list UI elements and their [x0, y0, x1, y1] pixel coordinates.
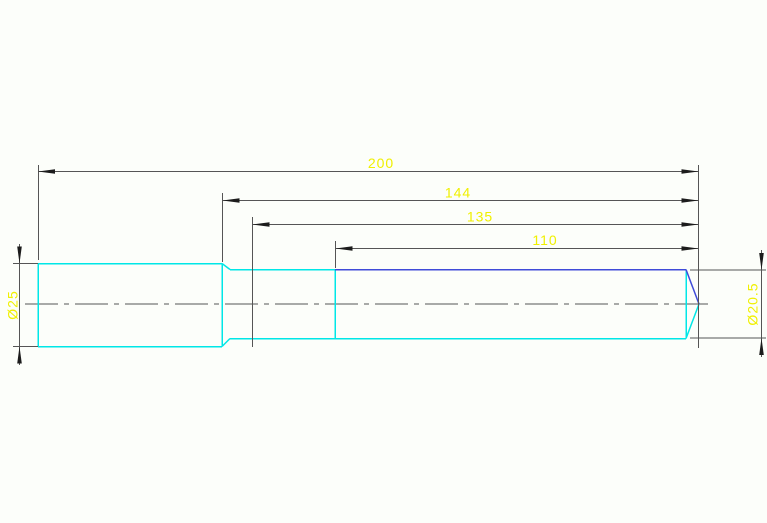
arrow-dia25-bottom [17, 346, 22, 364]
dim-label-144: 144 [445, 185, 471, 201]
arrow-144-right [681, 198, 699, 203]
dim-label-dia25: Ø25 [5, 290, 21, 319]
dim-label-110: 110 [532, 232, 557, 248]
cone-top-line [685, 269, 700, 305]
dim-label-135: 135 [467, 209, 493, 225]
dimension-labels: 200 144 135 110 Ø25 Ø20.5 [5, 155, 761, 326]
highlighted-edges [335, 268, 700, 305]
dimension-arrows [17, 169, 764, 364]
cone-bottom-line [685, 303, 700, 339]
arrow-200-right [681, 169, 699, 174]
arrow-dia25-top [17, 246, 22, 264]
dim-label-dia205: Ø20.5 [745, 282, 761, 325]
arrow-dia205-top [759, 253, 764, 270]
arrow-135-left [252, 222, 270, 227]
taper-top-line [221, 262, 231, 271]
extension-lines [13, 165, 766, 348]
arrow-144-left [222, 198, 240, 203]
dimension-lines [19, 171, 762, 365]
dim-label-200: 200 [368, 155, 394, 171]
arrow-dia205-bottom [759, 338, 764, 355]
arrow-110-right [681, 246, 699, 251]
arrow-110-left [335, 246, 353, 251]
shaft-outline [37, 262, 700, 348]
arrow-200-left [38, 169, 55, 174]
taper-bottom-line [221, 337, 231, 348]
arrow-135-right [681, 222, 699, 227]
